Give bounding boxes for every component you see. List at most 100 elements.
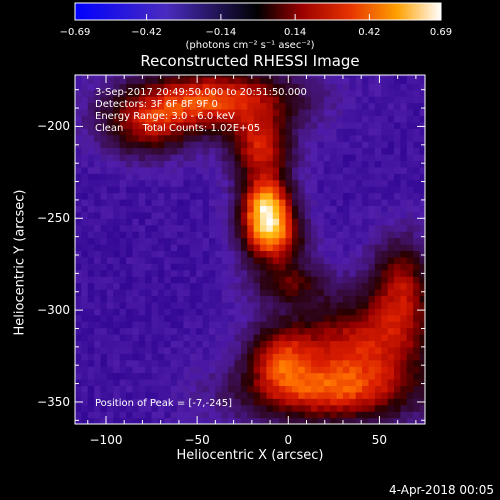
heatmap-cell bbox=[406, 218, 414, 226]
heatmap-cell bbox=[100, 333, 108, 342]
heatmap-cell bbox=[138, 372, 146, 380]
heatmap-cell bbox=[336, 205, 344, 213]
heatmap-cell bbox=[330, 288, 338, 297]
heatmap-cell bbox=[260, 308, 268, 316]
heatmap-cell bbox=[75, 134, 82, 142]
heatmap-cell bbox=[260, 340, 268, 348]
heatmap-cell bbox=[387, 141, 395, 149]
heatmap-cell bbox=[298, 186, 306, 194]
heatmap-cell bbox=[189, 237, 197, 245]
heatmap-cell bbox=[298, 378, 306, 387]
heatmap-cell bbox=[253, 411, 261, 419]
heatmap-cell bbox=[381, 391, 389, 399]
heatmap-cell bbox=[381, 263, 389, 271]
heatmap-cell bbox=[336, 237, 344, 245]
heatmap-cell bbox=[413, 243, 421, 252]
heatmap-cell bbox=[119, 333, 127, 342]
heatmap-cell bbox=[349, 282, 357, 290]
heatmap-cell bbox=[272, 308, 280, 316]
heatmap-cell bbox=[138, 385, 146, 393]
heatmap-cell bbox=[189, 359, 197, 367]
heatmap-cell bbox=[400, 76, 408, 84]
heatmap-cell bbox=[374, 385, 382, 393]
heatmap-cell bbox=[349, 76, 357, 84]
heatmap-cell bbox=[247, 141, 255, 149]
heatmap-cell bbox=[221, 308, 229, 316]
heatmap-cell bbox=[298, 372, 306, 380]
heatmap-cell bbox=[349, 333, 357, 342]
heatmap-cell bbox=[304, 160, 312, 168]
heatmap-cell bbox=[234, 96, 242, 104]
heatmap-cell bbox=[164, 134, 172, 142]
heatmap-cell bbox=[164, 346, 172, 354]
heatmap-cell bbox=[279, 76, 287, 84]
heatmap-cell bbox=[113, 340, 121, 348]
heatmap-cell bbox=[145, 398, 153, 406]
heatmap-cell bbox=[196, 301, 204, 309]
heatmap-cell bbox=[113, 250, 121, 258]
heatmap-cell bbox=[247, 96, 255, 104]
heatmap-cell bbox=[126, 263, 134, 271]
heatmap-cell bbox=[183, 237, 191, 245]
heatmap-cell bbox=[342, 218, 350, 226]
heatmap-cell bbox=[279, 282, 287, 290]
heatmap-cell bbox=[374, 75, 382, 78]
heatmap-cell bbox=[81, 96, 89, 104]
heatmap-cell bbox=[362, 108, 370, 117]
heatmap-cell bbox=[164, 141, 172, 149]
heatmap-cell bbox=[374, 237, 382, 245]
heatmap-cell bbox=[208, 398, 216, 406]
heatmap-cell bbox=[272, 231, 280, 239]
heatmap-cell bbox=[183, 75, 191, 78]
heatmap-cell bbox=[311, 314, 319, 322]
heatmap-cell bbox=[208, 96, 216, 104]
heatmap-cell bbox=[266, 256, 274, 264]
heatmap-cell bbox=[119, 102, 127, 110]
heatmap-cell bbox=[208, 366, 216, 374]
heatmap-cell bbox=[336, 372, 344, 380]
heatmap-cell bbox=[311, 243, 319, 252]
heatmap-cell bbox=[368, 301, 376, 309]
heatmap-cell bbox=[106, 256, 114, 264]
heatmap-cell bbox=[342, 134, 350, 142]
heatmap-cell bbox=[279, 186, 287, 194]
heatmap-cell bbox=[362, 288, 370, 297]
heatmap-cell bbox=[349, 256, 357, 264]
heatmap-cell bbox=[330, 372, 338, 380]
heatmap-cell bbox=[298, 166, 306, 174]
heatmap-cell bbox=[279, 205, 287, 213]
heatmap-cell bbox=[355, 76, 363, 84]
heatmap-cell bbox=[196, 115, 204, 123]
heatmap-cell bbox=[228, 256, 236, 264]
heatmap-cell bbox=[202, 115, 210, 123]
heatmap-cell bbox=[317, 192, 325, 200]
heatmap-cell bbox=[374, 218, 382, 226]
heatmap-cell bbox=[228, 134, 236, 142]
heatmap-cell bbox=[189, 333, 197, 342]
heatmap-cell bbox=[247, 231, 255, 239]
heatmap-cell bbox=[228, 179, 236, 187]
heatmap-cell bbox=[419, 243, 425, 252]
heatmap-cell bbox=[419, 166, 425, 174]
heatmap-cell bbox=[272, 385, 280, 393]
heatmap-cell bbox=[349, 263, 357, 271]
heatmap-cell bbox=[298, 134, 306, 142]
heatmap-cell bbox=[336, 263, 344, 271]
heatmap-cell bbox=[81, 173, 89, 181]
heatmap-cell bbox=[323, 160, 331, 168]
heatmap-cell bbox=[138, 102, 146, 110]
heatmap-cell bbox=[247, 378, 255, 387]
heatmap-cell bbox=[323, 256, 331, 264]
heatmap-cell bbox=[311, 198, 319, 207]
heatmap-cell bbox=[304, 391, 312, 399]
heatmap-cell bbox=[100, 385, 108, 393]
heatmap-cell bbox=[113, 327, 121, 335]
heatmap-cell bbox=[298, 179, 306, 187]
heatmap-cell bbox=[381, 89, 389, 97]
heatmap-cell bbox=[381, 198, 389, 207]
heatmap-cell bbox=[272, 128, 280, 136]
heatmap-cell bbox=[208, 218, 216, 226]
heatmap-cell bbox=[138, 314, 146, 322]
heatmap-cell bbox=[126, 288, 134, 297]
heatmap-cell bbox=[228, 417, 236, 424]
